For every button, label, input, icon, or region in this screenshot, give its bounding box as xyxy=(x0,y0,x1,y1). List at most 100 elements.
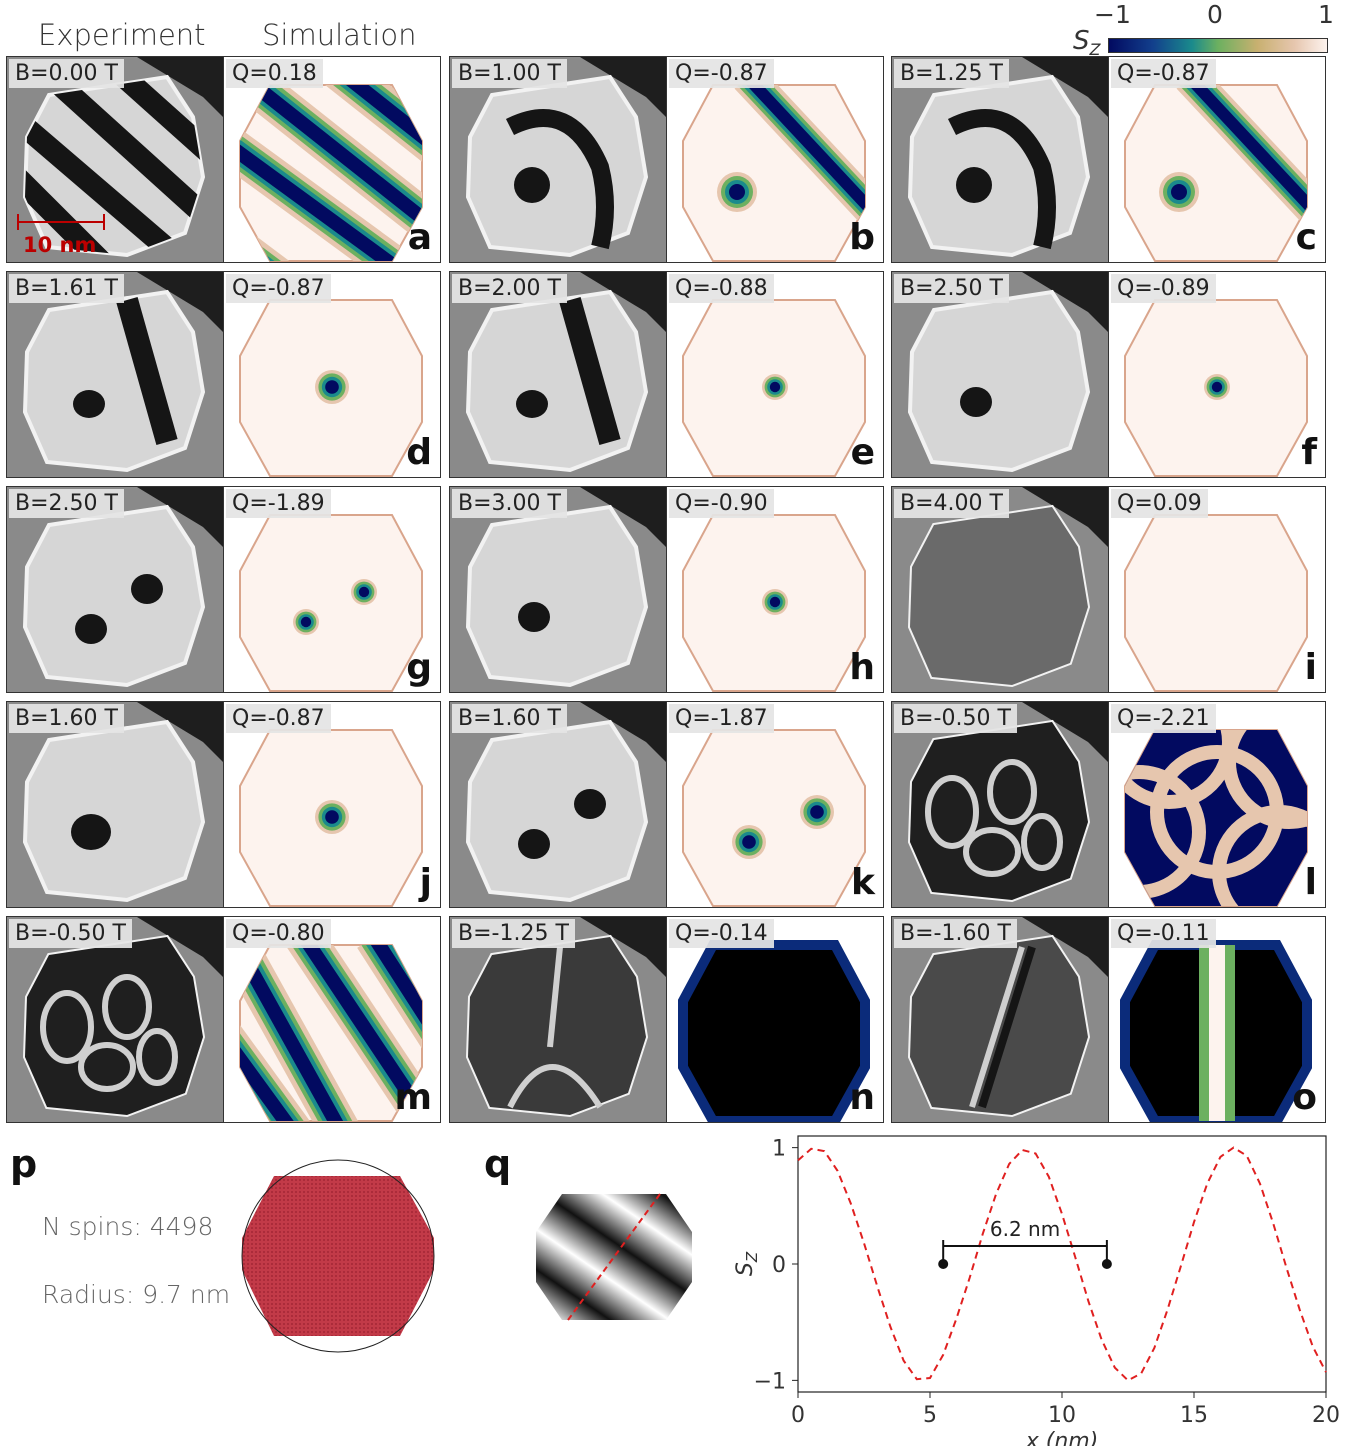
radius-text: Radius: 9.7 nm xyxy=(42,1280,231,1309)
simulation-image: Q=-0.14 n xyxy=(667,917,883,1122)
charge-label: Q=-1.89 xyxy=(226,489,331,518)
colorbar-tick-max: 1 xyxy=(1318,0,1334,29)
panel-a: B=0.00 T 10 nm Q=0.18 a xyxy=(6,56,441,263)
y-tick-label: 0 xyxy=(772,1253,786,1278)
n-spins-text: N spins: 4498 xyxy=(42,1212,214,1241)
spin-lattice-illustration xyxy=(241,1159,435,1353)
panel-letter: n xyxy=(849,1077,875,1118)
simulation-image: Q=0.09 i xyxy=(1109,487,1325,692)
experiment-image: B=3.00 T xyxy=(450,487,667,692)
simulation-image: Q=-0.90 h xyxy=(667,487,883,692)
experiment-image: B=1.25 T xyxy=(892,57,1109,262)
panel-letter: h xyxy=(849,647,875,688)
charge-label: Q=-0.89 xyxy=(1111,274,1216,303)
panel-h: B=3.00 T Q=-0.90 h xyxy=(449,486,884,693)
charge-label: Q=0.09 xyxy=(1111,489,1208,518)
experiment-image: B=-1.25 T xyxy=(450,917,667,1122)
panel-letter: b xyxy=(849,217,875,258)
period-label: 6.2 nm xyxy=(990,1217,1060,1241)
charge-label: Q=-0.87 xyxy=(669,59,774,88)
simulation-image: Q=-0.11 o xyxy=(1109,917,1325,1122)
charge-label: Q=-0.14 xyxy=(669,919,774,948)
field-label: B=2.50 T xyxy=(9,489,124,518)
experiment-image: B=-0.50 T xyxy=(7,917,224,1122)
field-label: B=-1.25 T xyxy=(452,919,575,948)
simulation-image: Q=-0.87 j xyxy=(224,702,440,907)
simulation-image: Q=-2.21 l xyxy=(1109,702,1325,907)
panel-letter: j xyxy=(419,862,432,903)
header-experiment: Experiment xyxy=(38,18,206,52)
x-tick-label: 15 xyxy=(1180,1403,1208,1428)
panel-letter: e xyxy=(850,432,875,473)
charge-label: Q=-0.87 xyxy=(226,274,331,303)
simulation-image: Q=-0.87 d xyxy=(224,272,440,477)
charge-label: Q=-0.88 xyxy=(669,274,774,303)
experiment-image: B=1.61 T xyxy=(7,272,224,477)
field-label: B=2.00 T xyxy=(452,274,567,303)
field-label: B=2.50 T xyxy=(894,274,1009,303)
panel-k: B=1.60 T Q=-1.87 k xyxy=(449,701,884,908)
panel-letter: o xyxy=(1292,1077,1317,1118)
panel-c: B=1.25 T Q=-0.87 c xyxy=(891,56,1326,263)
charge-label: Q=-0.11 xyxy=(1111,919,1216,948)
simulation-image: Q=-0.87 b xyxy=(667,57,883,262)
x-tick-label: 10 xyxy=(1048,1403,1076,1428)
panel-m: B=-0.50 T Q=-0.80 m xyxy=(6,916,441,1123)
field-label: B=-0.50 T xyxy=(894,704,1017,733)
simulation-image: Q=-0.88 e xyxy=(667,272,883,477)
field-label: B=3.00 T xyxy=(452,489,567,518)
panel-letter: l xyxy=(1304,862,1317,903)
simulation-image: Q=0.18 a xyxy=(224,57,440,262)
scale-bar-label: 10 nm xyxy=(23,233,97,257)
y-tick-label: 1 xyxy=(772,1137,786,1162)
header-simulation: Simulation xyxy=(262,18,417,52)
charge-label: Q=-0.87 xyxy=(1111,59,1216,88)
experiment-image: B=1.60 T xyxy=(450,702,667,907)
charge-label: Q=-2.21 xyxy=(1111,704,1216,733)
panel-b: B=1.00 T Q=-0.87 b xyxy=(449,56,884,263)
field-label: B=-0.50 T xyxy=(9,919,132,948)
panel-letter: g xyxy=(406,647,432,688)
simulation-image: Q=-0.87 c xyxy=(1109,57,1325,262)
charge-label: Q=-0.87 xyxy=(226,704,331,733)
panel-i: B=4.00 T Q=0.09 i xyxy=(891,486,1326,693)
experiment-image: B=1.60 T xyxy=(7,702,224,907)
stripe-profile-illustration xyxy=(536,1193,692,1321)
charge-label: Q=0.18 xyxy=(226,59,323,88)
plot-frame xyxy=(797,1135,1327,1393)
colorbar-gradient xyxy=(1108,38,1328,53)
panel-j: B=1.60 T Q=-0.87 j xyxy=(6,701,441,908)
period-marker xyxy=(938,1259,949,1269)
panel-letter: m xyxy=(394,1077,432,1118)
panel-g: B=2.50 T Q=-1.89 g xyxy=(6,486,441,693)
scale-bar xyxy=(17,214,105,230)
field-label: B=-1.60 T xyxy=(894,919,1017,948)
x-tick-label: 20 xyxy=(1312,1403,1340,1428)
field-label: B=1.00 T xyxy=(452,59,567,88)
field-label: B=0.00 T xyxy=(9,59,124,88)
panel-n: B=-1.25 T Q=-0.14 n xyxy=(449,916,884,1123)
panel-o: B=-1.60 T Q=-0.11 o xyxy=(891,916,1326,1123)
panel-letter-p: p xyxy=(10,1142,38,1186)
y-tick-label: −1 xyxy=(754,1369,786,1394)
field-label: B=1.60 T xyxy=(9,704,124,733)
colorbar-symbol: SZ xyxy=(1073,26,1101,60)
field-label: B=1.60 T xyxy=(452,704,567,733)
panel-letter-q: q xyxy=(484,1142,512,1186)
panel-letter: i xyxy=(1304,647,1317,688)
panel-f: B=2.50 T Q=-0.89 f xyxy=(891,271,1326,478)
x-tick-label: 0 xyxy=(791,1403,805,1428)
panel-l: B=-0.50 T Q=-2.21 l xyxy=(891,701,1326,908)
experiment-image: B=-1.60 T xyxy=(892,917,1109,1122)
simulation-image: Q=-0.89 f xyxy=(1109,272,1325,477)
panel-e: B=2.00 T Q=-0.88 e xyxy=(449,271,884,478)
charge-label: Q=-0.80 xyxy=(226,919,331,948)
experiment-image: B=4.00 T xyxy=(892,487,1109,692)
charge-label: Q=-0.90 xyxy=(669,489,774,518)
field-label: B=1.61 T xyxy=(9,274,124,303)
experiment-image: B=0.00 T 10 nm xyxy=(7,57,224,262)
panel-letter: d xyxy=(406,432,432,473)
experiment-image: B=2.00 T xyxy=(450,272,667,477)
x-tick-label: 5 xyxy=(923,1403,937,1428)
